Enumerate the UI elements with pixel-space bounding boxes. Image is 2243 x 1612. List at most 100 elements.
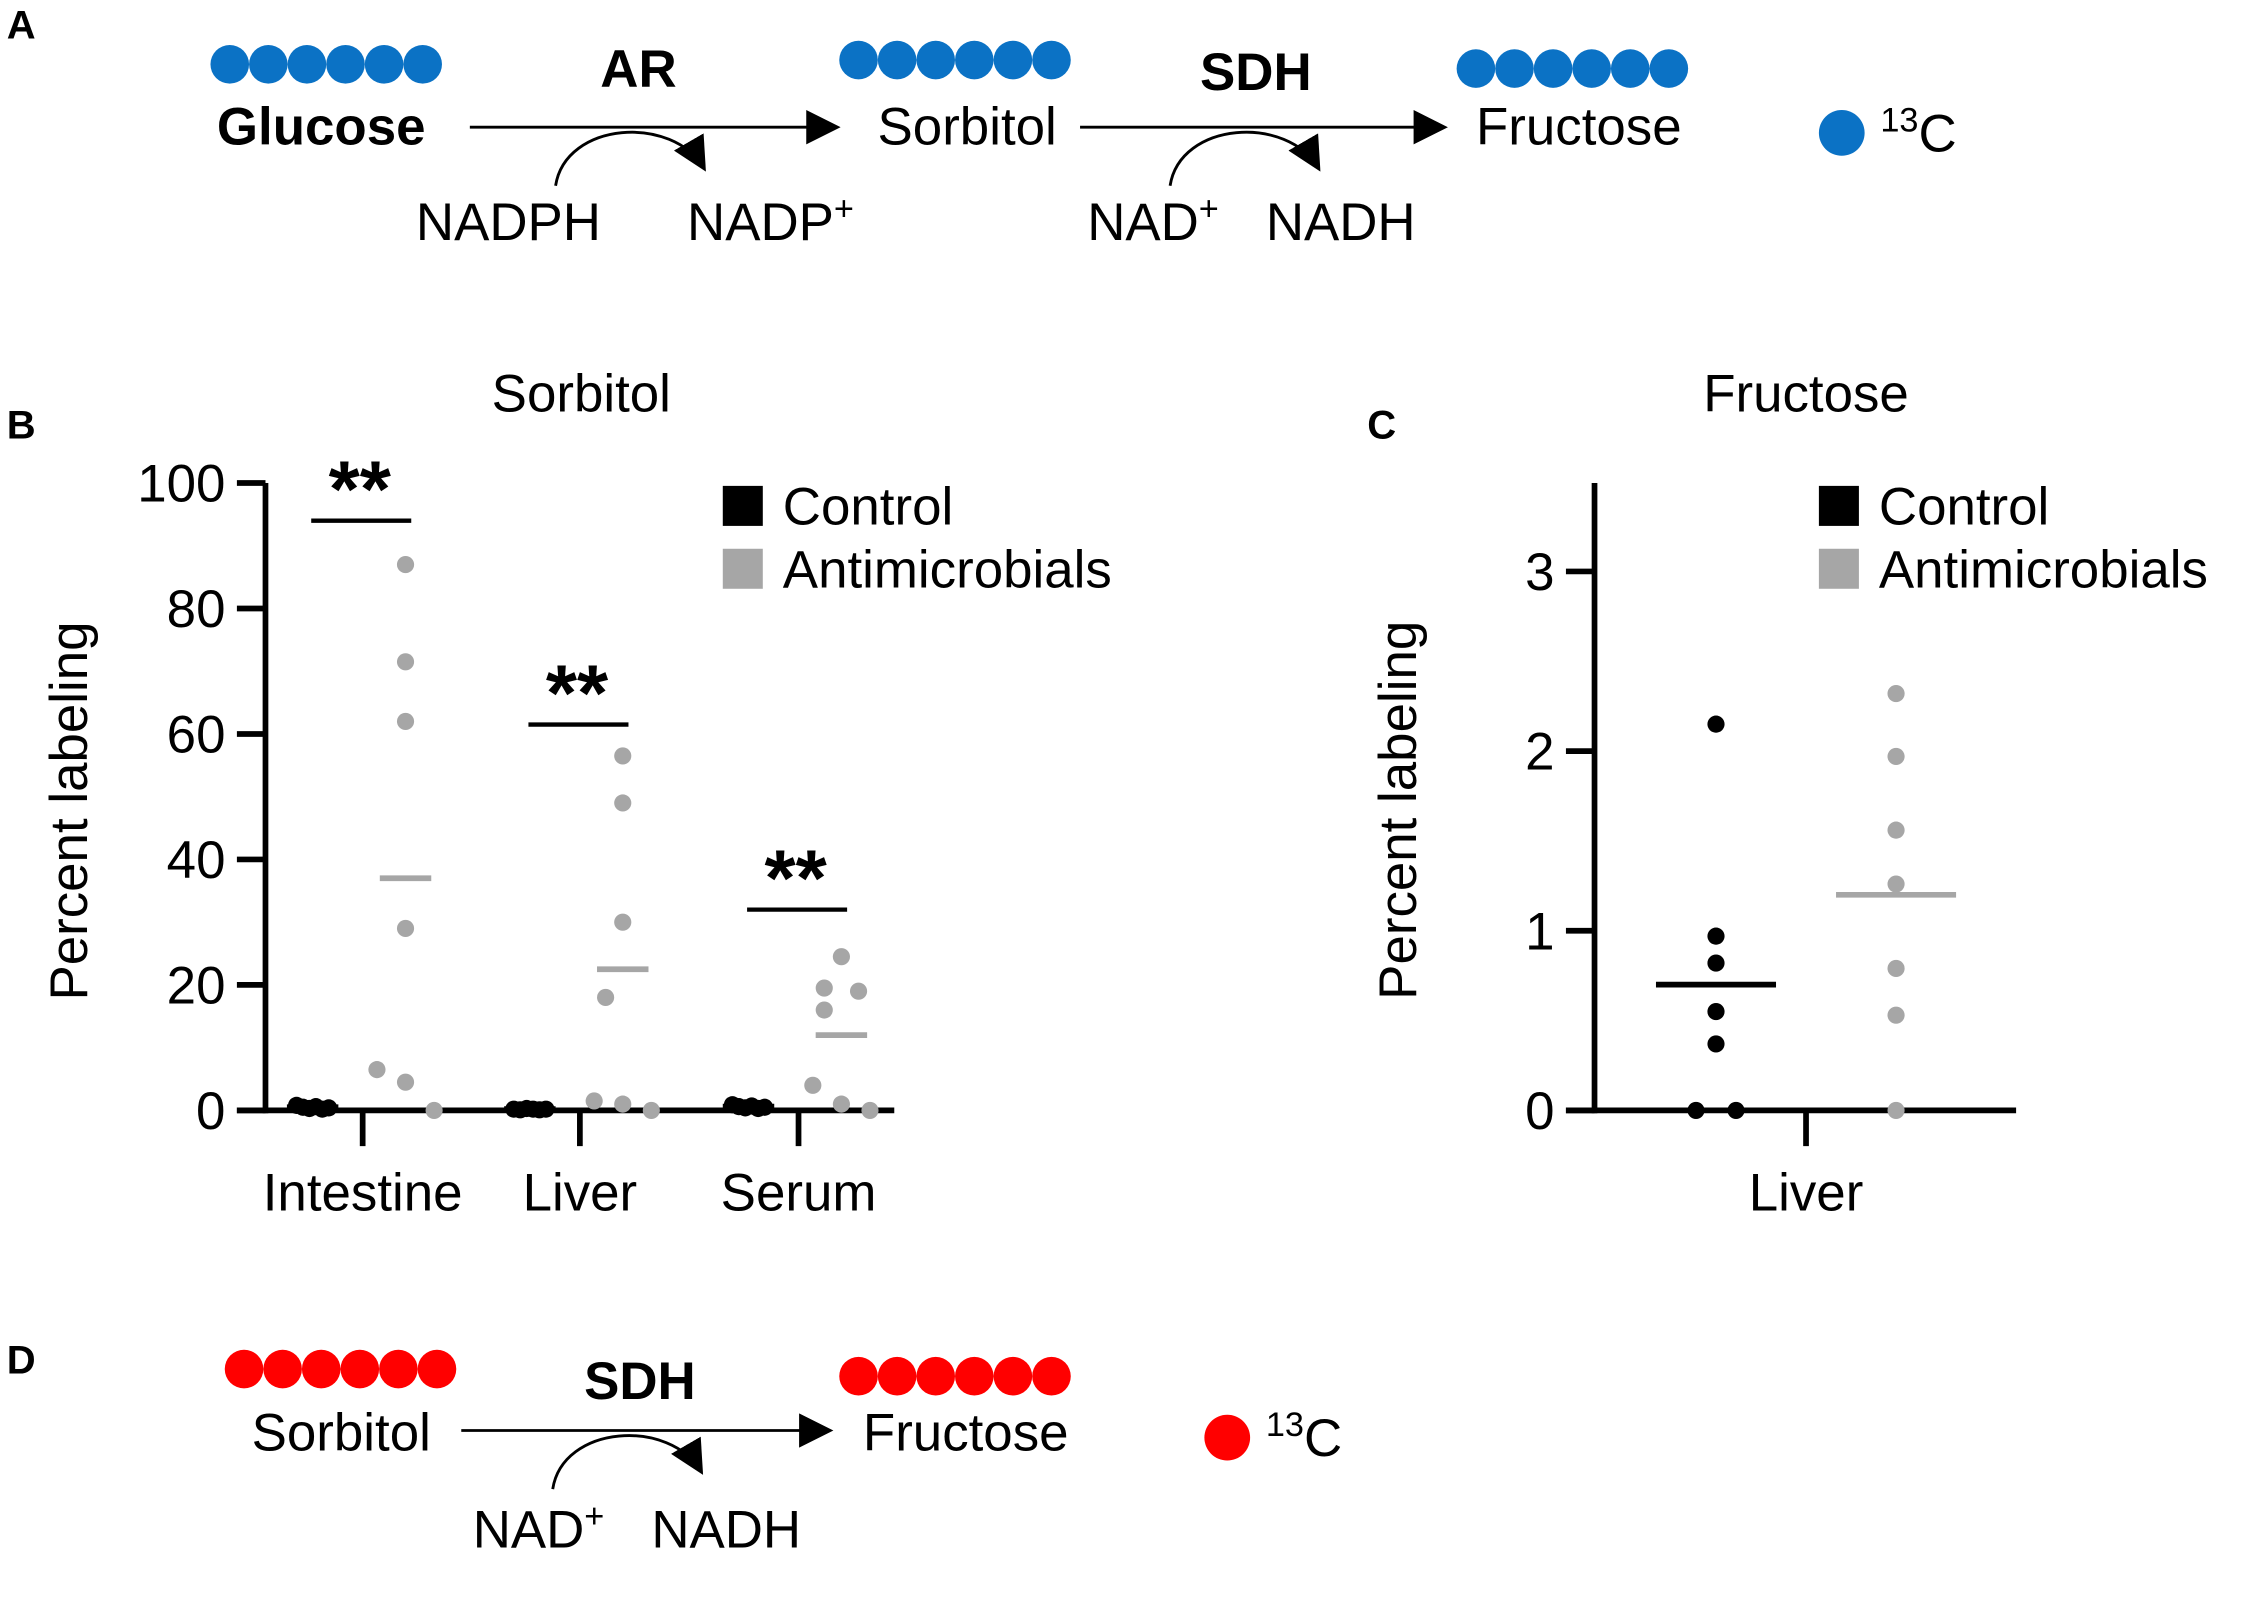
panel-label-b: B (7, 404, 36, 448)
legend-13c-dot (1818, 110, 1865, 156)
carbon-dot (839, 1356, 878, 1396)
antimicrobials-point (396, 712, 415, 731)
carbon-dot (877, 40, 917, 80)
carbon-dot (916, 40, 956, 80)
antimicrobials-point (614, 747, 632, 765)
legend-label-control: Control (783, 477, 953, 536)
antimicrobials-point (832, 948, 850, 966)
panel-label-d: D (7, 1338, 36, 1382)
panel-label-a: A (7, 4, 36, 48)
antimicrobials-point (1887, 821, 1905, 839)
legend-label-antimicrobials: Antimicrobials (783, 540, 1112, 599)
significance-stars: ** (546, 648, 609, 737)
legend-13c-label: 13C (1880, 101, 1956, 163)
legend-label-antimicrobials: Antimicrobials (1879, 540, 2208, 599)
carbon-dot (839, 40, 878, 80)
carbon-dot (1456, 49, 1496, 88)
y-tick-label: 2 (1525, 723, 1554, 782)
fructose-label: Fructose (1476, 97, 1682, 156)
y-axis-label: Percent labeling (1369, 621, 1428, 1000)
legend-swatch-antimicrobials (722, 548, 763, 589)
y-tick-label: 3 (1525, 543, 1554, 602)
carbon-dot (301, 1349, 341, 1389)
carbon-dot (1032, 1356, 1071, 1396)
antimicrobials-point (1887, 1006, 1905, 1024)
carbon-dot (1572, 49, 1611, 88)
sorbitol-carbon-dots (224, 1349, 457, 1389)
y-tick-label: 0 (1525, 1082, 1554, 1141)
legend-swatch-antimicrobials (1818, 548, 1859, 589)
enzyme-ar-label: AR (600, 40, 676, 99)
nadph-label: NADPH (416, 193, 601, 252)
antimicrobials-point (1887, 1101, 1905, 1119)
antimicrobials-point (614, 1095, 632, 1113)
antimicrobials-point (614, 794, 632, 812)
carbon-dot (1649, 49, 1689, 88)
control-point (1707, 715, 1725, 733)
carbon-dot (417, 1349, 457, 1389)
antimicrobials-point (815, 1001, 833, 1019)
carbon-dot (955, 40, 994, 80)
x-tick-label: Liver (523, 1163, 638, 1222)
legend-swatch-control (722, 485, 763, 526)
carbon-dot (340, 1349, 380, 1389)
antimicrobials-point (804, 1076, 822, 1094)
legend-13c-dot (1204, 1414, 1251, 1461)
fructose-chart: Fructose Percent labeling 0 1 2 3 Liver Control… (1369, 365, 2208, 1223)
nad-label: NAD+ (473, 1498, 605, 1560)
y-axis-label: Percent labeling (40, 621, 99, 1000)
carbon-dot (1533, 49, 1573, 88)
carbon-dot (1610, 49, 1650, 88)
carbon-dot (224, 1349, 264, 1389)
control-point (1707, 927, 1725, 945)
cofactor-arrow-2 (1168, 130, 1321, 187)
antimicrobials-point (815, 979, 833, 997)
carbon-dot (403, 45, 442, 84)
y-tick-label: 20 (167, 956, 226, 1015)
antimicrobials-point (1887, 959, 1905, 978)
antimicrobials-point (396, 1073, 415, 1091)
carbon-dot (993, 1356, 1033, 1396)
nadp-label: NADP+ (687, 190, 854, 252)
x-tick-label: Intestine (263, 1163, 463, 1222)
control-point (1707, 1003, 1725, 1021)
carbon-dot (379, 1349, 418, 1389)
y-tick-label: 40 (167, 831, 226, 890)
antimicrobials-point (861, 1101, 879, 1119)
carbon-dot (364, 45, 404, 84)
carbon-dot (326, 45, 365, 84)
panel-d-pathway: Sorbitol SDH NAD+ NADH Fructose 13C (224, 1349, 1342, 1560)
antimicrobials-point (396, 556, 415, 574)
antimicrobials-point (614, 913, 632, 931)
control-point (1727, 1101, 1745, 1119)
antimicrobials-point (1887, 747, 1905, 766)
antimicrobials-point (585, 1092, 603, 1110)
chart-title: Fructose (1703, 365, 1909, 424)
glucose-carbon-dots (210, 45, 442, 84)
carbon-dot (916, 1356, 956, 1396)
carbon-dot (263, 1349, 302, 1389)
panel-a-pathway: Glucose AR NADPH NADP+ Sorbitol SDH NAD+… (210, 40, 1957, 252)
antimicrobials-point (396, 919, 415, 938)
sorbitol-chart: Sorbitol Percent labeling 0 20 40 60 80 100 Inte… (40, 365, 1112, 1223)
glucose-label: Glucose (217, 97, 426, 156)
carbon-dot (287, 45, 327, 84)
x-tick-label: Serum (721, 1163, 877, 1222)
antimicrobials-point (368, 1061, 386, 1079)
x-tick-label: Liver (1749, 1163, 1864, 1222)
antimicrobials-point (849, 982, 868, 1000)
carbon-dot (955, 1356, 994, 1396)
carbon-dot (1032, 40, 1071, 80)
y-tick-label: 100 (137, 455, 225, 514)
antimicrobials-point (1887, 685, 1905, 703)
sorbitol-carbon-dots (839, 40, 1071, 80)
antimicrobials-point (832, 1095, 850, 1113)
control-point (1707, 1035, 1725, 1053)
chart-title: Sorbitol (492, 365, 671, 424)
carbon-dot (1495, 49, 1534, 88)
nad-label: NAD+ (1087, 190, 1219, 252)
y-tick-label: 80 (167, 580, 226, 639)
y-tick-label: 1 (1525, 902, 1554, 961)
antimicrobials-point (597, 988, 615, 1007)
sorbitol-label: Sorbitol (878, 97, 1057, 156)
